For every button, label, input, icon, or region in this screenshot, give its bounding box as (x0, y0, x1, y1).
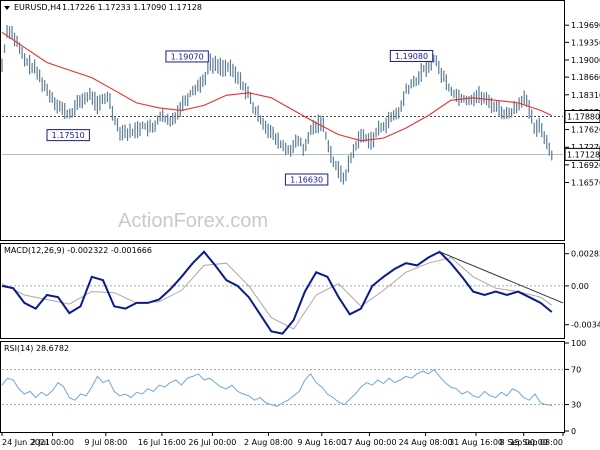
price-plot (1, 25, 553, 185)
rsi-plot (1, 368, 552, 407)
macd-signal-line (1, 256, 553, 330)
x-tick-label: 9 Aug 16:00 (297, 438, 346, 447)
macd-y-axis: 0.002836 0.00 -0.003415 (565, 250, 600, 330)
last-price-tag-label: 1.17128 (567, 150, 600, 159)
x-tick-label: 2 Aug 08:00 (244, 438, 293, 447)
y-tick-label: 0.00 (571, 282, 589, 291)
y-tick-label: 1.19000 (571, 56, 600, 65)
level-tag-label: 1.17880 (567, 112, 600, 121)
y-tick-label: 1.17620 (571, 126, 600, 135)
price-y-axis: 1.196901.193501.190001.186601.183101.179… (565, 21, 600, 188)
y-tick-label: -0.003415 (571, 321, 600, 330)
last-price-tag-box (564, 147, 600, 161)
y-tick-label: 70 (571, 365, 581, 374)
x-tick-label: 24 Aug 08:00 (399, 438, 453, 447)
annotation-label: 1.19080 (395, 52, 428, 61)
x-tick-label: 2 Jul 00:00 (31, 438, 74, 447)
y-tick-label: 1.16920 (571, 161, 600, 170)
x-tick-label: 26 Jul 00:00 (188, 438, 236, 447)
y-tick-label: 0 (571, 427, 576, 436)
annotation-label: 1.17510 (52, 131, 85, 140)
level-tag-box (564, 109, 600, 123)
macd-panel (0, 243, 565, 339)
macd-plot (1, 250, 564, 335)
price-tags: 1.17880 1.17128 (564, 109, 600, 161)
price-header-ohlc: 1.17226 1.17233 1.17090 1.17128 (62, 3, 202, 12)
y-tick-label: 1.17270 (571, 143, 600, 152)
y-tick-label: 30 (571, 401, 581, 410)
x-tick-label: 8 Sep 00:00 (500, 438, 548, 447)
rsi-panel (0, 341, 565, 433)
annotation-box (284, 173, 329, 186)
rsi-y-axis: 100 70 30 0 (565, 339, 586, 436)
y-tick-label: 0.002836 (571, 250, 600, 259)
y-tick-label: 1.19350 (571, 38, 600, 47)
annotation-label: 1.16630 (290, 175, 323, 184)
x-tick-label: 16 Jul 16:00 (138, 438, 186, 447)
moving-average-line (1, 31, 553, 142)
y-tick-label: 1.18660 (571, 73, 600, 82)
macd-header: MACD(12,26,9) -0.002322 -0.001666 (4, 246, 152, 255)
price-panel (0, 0, 565, 241)
macd-trendline (439, 251, 564, 304)
price-header-symbol: EURUSD,H4 (14, 3, 61, 12)
watermark: ActionForex.com (118, 210, 268, 232)
annotation-box (389, 49, 434, 62)
x-tick-label: 9 Jul 08:00 (84, 438, 127, 447)
y-tick-label: 100 (571, 339, 586, 348)
x-tick-label: 24 Jun 2021 (2, 438, 50, 447)
annotation-box (46, 129, 90, 142)
rsi-header: RSI(14) 28.6782 (4, 344, 69, 353)
y-tick-label: 1.18310 (571, 91, 600, 100)
rsi-line (1, 368, 552, 407)
price-annotations: 1.19070 1.17510 1.16630 1.19080 (46, 49, 434, 186)
reference-lines (2, 115, 563, 406)
annotation-box (165, 50, 209, 63)
x-tick-label: 17 Aug 00:00 (342, 438, 396, 447)
annotation-label: 1.19070 (171, 52, 204, 61)
x-tick-label: 15 Sep 08:00 (510, 438, 563, 447)
x-tick-label: 31 Aug 16:00 (449, 438, 503, 447)
y-tick-label: 1.19690 (571, 21, 600, 30)
macd-line (1, 250, 553, 335)
dropdown-arrow-icon[interactable] (4, 6, 10, 10)
